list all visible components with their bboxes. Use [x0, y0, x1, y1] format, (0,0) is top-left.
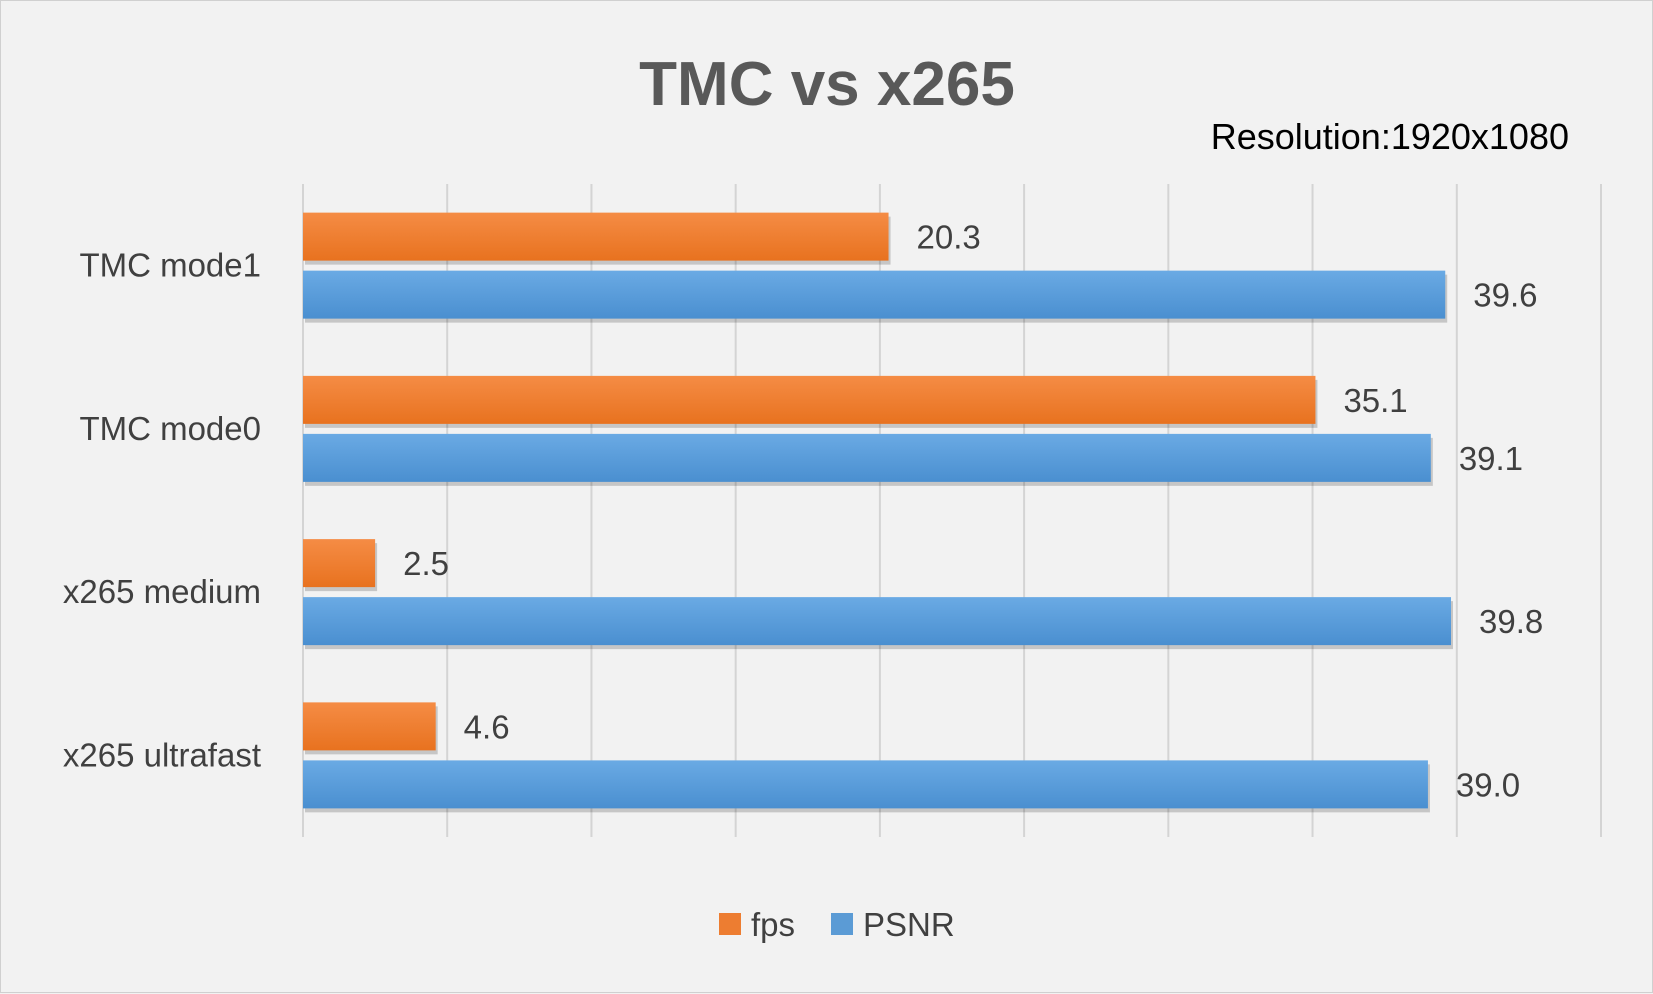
category-label: x265 ultrafast — [63, 736, 261, 773]
bar-psnr-3[interactable] — [303, 760, 1428, 809]
data-label: 2.5 — [403, 545, 449, 582]
bar-psnr-2[interactable] — [303, 597, 1452, 646]
data-label: 39.0 — [1456, 766, 1520, 803]
data-label: 35.1 — [1343, 382, 1407, 419]
data-label: 20.3 — [917, 219, 981, 256]
bar-psnr-1[interactable] — [303, 433, 1431, 482]
data-label: 39.8 — [1479, 603, 1543, 640]
bar-fps-2[interactable] — [303, 539, 376, 588]
bar-psnr-0[interactable] — [303, 270, 1446, 319]
legend-label: PSNR — [863, 906, 955, 943]
bars — [303, 212, 1454, 813]
chart-subtitle: Resolution:1920x1080 — [1211, 116, 1569, 157]
bar-fps-0[interactable] — [303, 212, 889, 261]
legend-swatch-fps — [719, 913, 741, 935]
category-label: x265 medium — [63, 573, 261, 610]
category-labels: TMC mode1 TMC mode0 x265 medium x265 ultraf… — [63, 247, 261, 774]
legend: fps PSNR — [719, 906, 955, 943]
data-label: 4.6 — [464, 708, 510, 745]
data-label: 39.6 — [1473, 277, 1537, 314]
bar-fps-1[interactable] — [303, 375, 1316, 424]
chart-title: TMC vs x265 — [639, 50, 1015, 119]
legend-swatch-psnr — [831, 913, 853, 935]
category-label: TMC mode1 — [79, 247, 261, 284]
data-label: 39.1 — [1459, 440, 1523, 477]
legend-label: fps — [751, 906, 795, 943]
bar-fps-3[interactable] — [303, 702, 436, 751]
data-labels: 20.3 39.6 35.1 39.1 2.5 39.8 4.6 39.0 — [403, 219, 1543, 804]
category-label: TMC mode0 — [79, 410, 261, 447]
